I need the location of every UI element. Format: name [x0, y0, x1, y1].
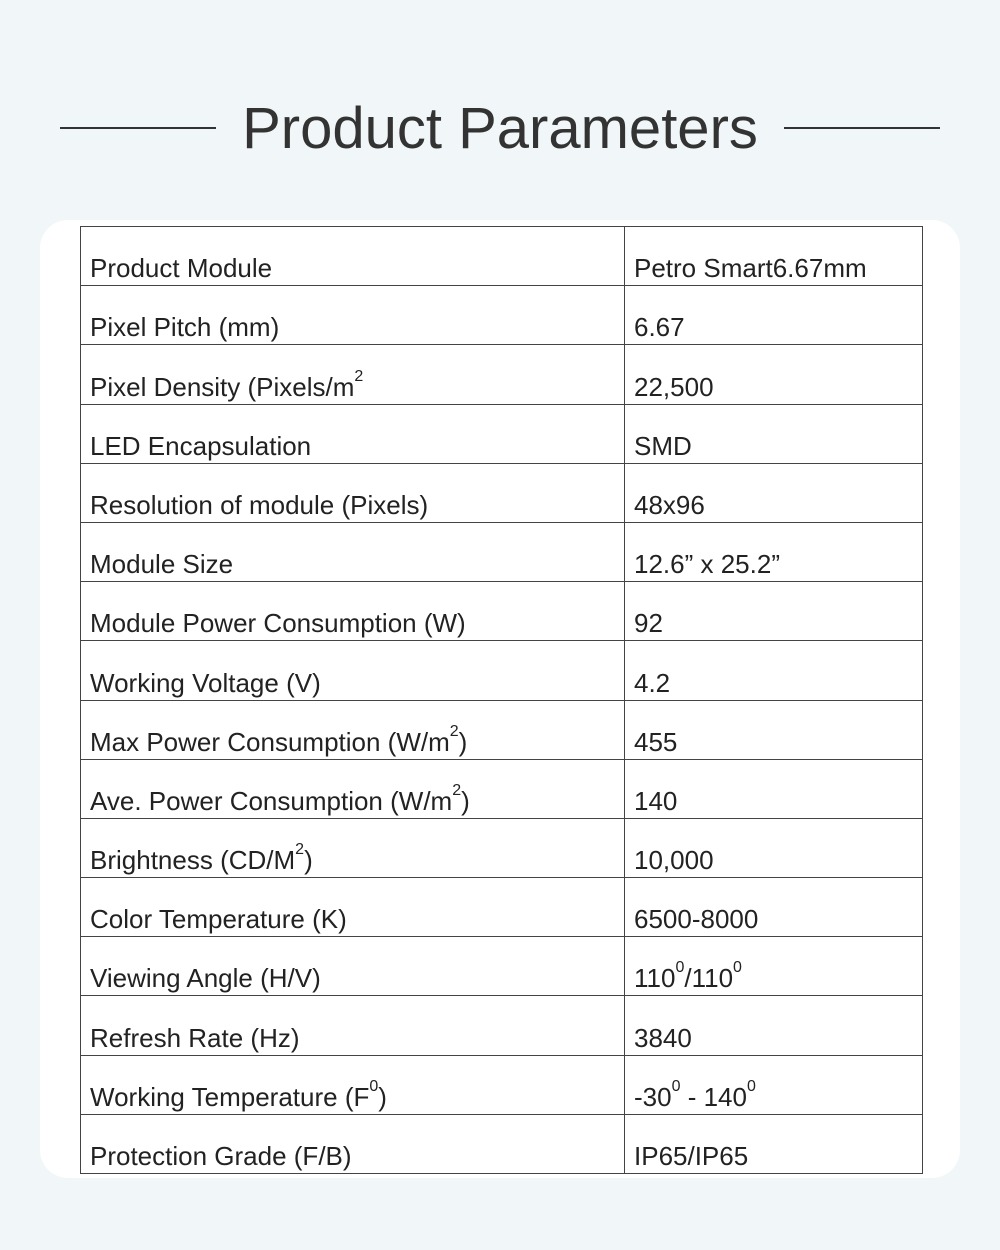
cell-text: LED Encapsulation: [90, 430, 312, 461]
table-row: Pixel Density (Pixels/m2 22,500: [80, 344, 923, 405]
parameter-value: 12.6” x 25.2”: [624, 521, 923, 583]
parameter-value: SMD: [624, 403, 923, 464]
table-row: Module Power Consumption (W) 92: [80, 581, 923, 642]
parameter-label: Module Power Consumption (W): [80, 581, 625, 642]
parameter-label: Pixel Density (Pixels/m2: [80, 344, 625, 405]
table-row: Pixel Pitch (mm) 6.67: [80, 285, 923, 346]
superscript: 0: [671, 1077, 681, 1095]
parameter-label: Refresh Rate (Hz): [80, 995, 625, 1056]
parameter-value: 3840: [624, 995, 923, 1056]
cell-text: Product Module: [90, 253, 273, 284]
table-row: Max Power Consumption (W/m2) 455: [80, 699, 923, 760]
parameter-label: Viewing Angle (H/V): [80, 936, 625, 997]
cell-text: ): [304, 845, 313, 876]
table-row: Working Voltage (V) 4.2: [80, 640, 923, 701]
parameter-label: Working Temperature (F0): [80, 1054, 625, 1115]
superscript: 2: [354, 367, 364, 385]
parameter-value: 92: [624, 581, 923, 642]
cell-text: 92: [634, 608, 663, 639]
parameter-value: IP65/IP65: [624, 1113, 923, 1175]
parameter-label: Max Power Consumption (W/m2): [80, 699, 625, 760]
cell-text: SMD: [634, 430, 692, 461]
table-row: Resolution of module (Pixels) 48x96: [80, 462, 923, 523]
parameter-value: Petro Smart6.67mm: [624, 225, 923, 287]
cell-text: IP65/IP65: [634, 1141, 749, 1171]
parameter-label: Working Voltage (V): [80, 640, 625, 701]
parameter-value: 22,500: [624, 344, 923, 405]
parameter-label: LED Encapsulation: [80, 403, 625, 464]
table-row: Ave. Power Consumption (W/m2) 140: [80, 758, 923, 819]
table-row: Protection Grade (F/B) IP65/IP65: [80, 1113, 923, 1175]
parameter-label: Pixel Pitch (mm): [80, 285, 625, 346]
cell-text: 110: [634, 963, 676, 994]
parameter-value: 48x96: [624, 462, 923, 523]
cell-text: Module Power Consumption (W): [90, 608, 466, 639]
cell-text: Resolution of module (Pixels): [90, 489, 429, 520]
cell-text: 3840: [634, 1022, 692, 1053]
table-row: Viewing Angle (H/V) 1100/1100: [80, 936, 923, 997]
cell-text: Petro Smart6.67mm: [634, 253, 867, 284]
superscript: 2: [449, 722, 459, 740]
parameter-value: 6500-8000: [624, 877, 923, 938]
cell-text: Protection Grade (F/B): [90, 1141, 352, 1171]
cell-text: 6.67: [634, 312, 685, 343]
table-row: Color Temperature (K) 6500-8000: [80, 877, 923, 938]
title-rule-right: [784, 127, 940, 129]
cell-text: Working Voltage (V): [90, 667, 321, 698]
parameter-label: Brightness (CD/M2): [80, 817, 625, 879]
cell-text: Viewing Angle (H/V): [90, 963, 321, 994]
cell-text: 12.6” x 25.2”: [634, 549, 780, 580]
cell-text: Refresh Rate (Hz): [90, 1022, 300, 1053]
table-row: Module Size 12.6” x 25.2”: [80, 521, 923, 583]
superscript: 2: [452, 781, 462, 799]
cell-text: Color Temperature (K): [90, 904, 347, 935]
parameter-label: Protection Grade (F/B): [80, 1113, 625, 1175]
table-row: Brightness (CD/M2) 10,000: [80, 817, 923, 879]
superscript: 2: [295, 841, 305, 859]
cell-text: 455: [634, 726, 678, 757]
cell-text: Working Temperature (F: [90, 1081, 370, 1112]
cell-text: - 140: [680, 1081, 747, 1112]
cell-text: ): [458, 726, 468, 757]
parameter-value: 10,000: [624, 817, 923, 879]
cell-text: Pixel Density (Pixels/m: [90, 371, 355, 402]
cell-text: 10,000: [634, 845, 714, 876]
parameter-value: 1100/1100: [624, 936, 923, 997]
parameter-value: -300 - 1400: [624, 1054, 923, 1115]
cell-text: 4.2: [634, 667, 671, 698]
cell-text: Module Size: [90, 549, 234, 580]
superscript: 0: [675, 959, 685, 977]
cell-text: 22,500: [634, 371, 714, 402]
superscript: 0: [733, 959, 742, 977]
table-row: Working Temperature (F0) -300 - 1400: [80, 1054, 923, 1115]
cell-text: ): [378, 1081, 387, 1112]
cell-text: ): [461, 785, 470, 816]
parameter-label: Resolution of module (Pixels): [80, 462, 625, 523]
cell-text: 140: [634, 785, 678, 816]
cell-text: /110: [684, 963, 734, 994]
cell-text: 48x96: [634, 489, 705, 520]
cell-text: Pixel Pitch (mm): [90, 312, 280, 343]
superscript: 0: [746, 1077, 756, 1095]
parameters-table: Product Module Petro Smart6.67mm Pixel Pit…: [80, 225, 923, 1175]
parameter-value: 6.67: [624, 285, 923, 346]
superscript: 0: [369, 1077, 379, 1095]
parameter-value: 455: [624, 699, 923, 760]
cell-text: Brightness (CD/M: [90, 845, 296, 876]
parameter-value: 140: [624, 758, 923, 819]
table-row: Refresh Rate (Hz) 3840: [80, 995, 923, 1056]
cell-text: -30: [634, 1081, 672, 1112]
parameter-label: Module Size: [80, 521, 625, 583]
parameter-label: Color Temperature (K): [80, 877, 625, 938]
cell-text: Ave. Power Consumption (W/m: [90, 785, 453, 816]
cell-text: 6500-8000: [634, 904, 759, 935]
table-row: Product Module Petro Smart6.67mm: [80, 225, 923, 287]
cell-text: Max Power Consumption (W/m: [90, 726, 450, 757]
title-rule-left: [60, 127, 216, 129]
parameter-value: 4.2: [624, 640, 923, 701]
parameter-label: Ave. Power Consumption (W/m2): [80, 758, 625, 819]
page-title: Product Parameters: [242, 95, 758, 161]
table-row: LED Encapsulation SMD: [80, 403, 923, 464]
parameter-label: Product Module: [80, 225, 625, 287]
